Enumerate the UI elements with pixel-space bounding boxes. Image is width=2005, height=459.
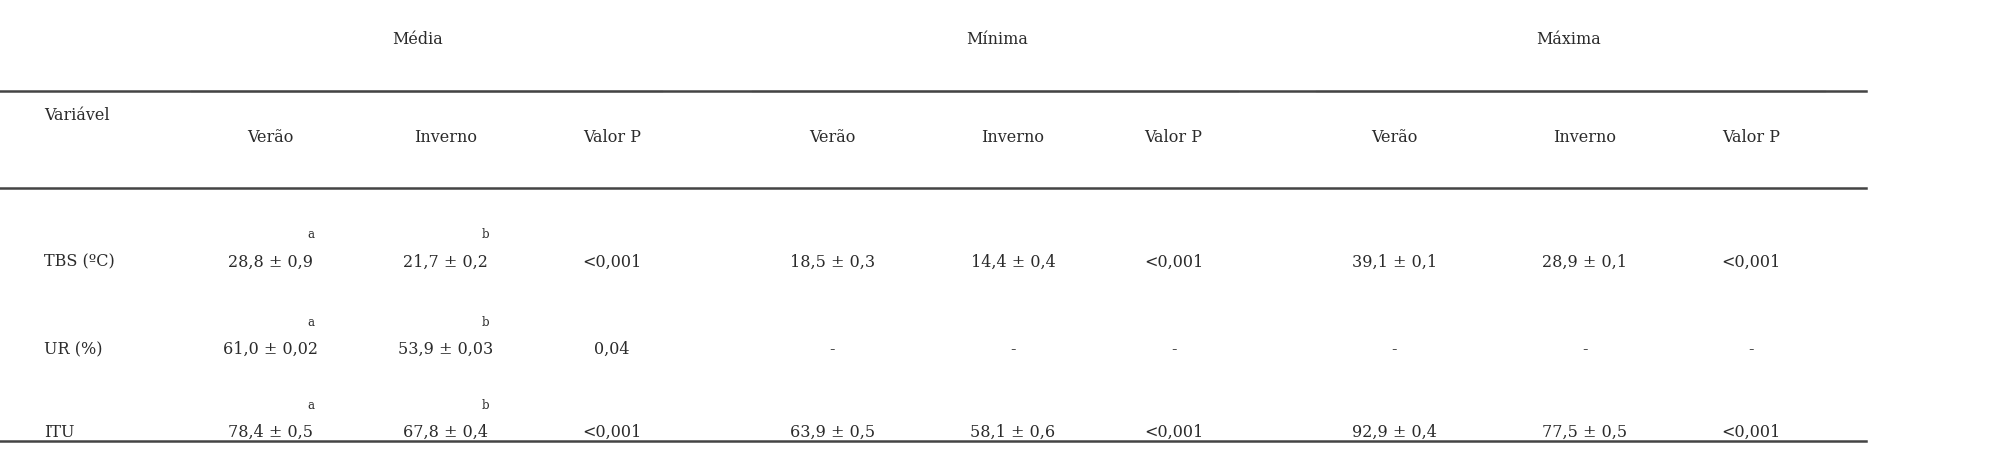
Text: Valor P: Valor P — [583, 129, 640, 146]
Text: 78,4 ± 0,5: 78,4 ± 0,5 — [229, 423, 313, 440]
Text: <0,001: <0,001 — [1720, 253, 1780, 270]
Text: -: - — [1391, 341, 1395, 357]
Text: <0,001: <0,001 — [1720, 423, 1780, 440]
Text: 28,9 ± 0,1: 28,9 ± 0,1 — [1542, 253, 1626, 270]
Text: 21,7 ± 0,2: 21,7 ± 0,2 — [403, 253, 487, 270]
Text: <0,001: <0,001 — [1143, 423, 1203, 440]
Text: <0,001: <0,001 — [581, 423, 642, 440]
Text: 92,9 ± 0,4: 92,9 ± 0,4 — [1351, 423, 1436, 440]
Text: -: - — [1582, 341, 1586, 357]
Text: Variável: Variável — [44, 106, 110, 123]
Text: b: b — [481, 398, 489, 411]
Text: 53,9 ± 0,03: 53,9 ± 0,03 — [397, 341, 493, 357]
Text: 39,1 ± 0,1: 39,1 ± 0,1 — [1351, 253, 1436, 270]
Text: 18,5 ± 0,3: 18,5 ± 0,3 — [790, 253, 874, 270]
Text: <0,001: <0,001 — [581, 253, 642, 270]
Text: Valor P: Valor P — [1722, 129, 1778, 146]
Text: a: a — [307, 315, 313, 328]
Text: Mínima: Mínima — [966, 31, 1027, 48]
Text: Valor P: Valor P — [1145, 129, 1201, 146]
Text: -: - — [1011, 341, 1015, 357]
Text: Máxima: Máxima — [1536, 31, 1600, 48]
Text: Inverno: Inverno — [980, 129, 1045, 146]
Text: a: a — [307, 228, 313, 241]
Text: 63,9 ± 0,5: 63,9 ± 0,5 — [790, 423, 874, 440]
Text: 58,1 ± 0,6: 58,1 ± 0,6 — [970, 423, 1055, 440]
Text: Verão: Verão — [808, 129, 856, 146]
Text: b: b — [481, 228, 489, 241]
Text: 77,5 ± 0,5: 77,5 ± 0,5 — [1542, 423, 1626, 440]
Text: Inverno: Inverno — [1552, 129, 1616, 146]
Text: 0,04: 0,04 — [593, 341, 630, 357]
Text: Verão: Verão — [1369, 129, 1418, 146]
Text: TBS (ºC): TBS (ºC) — [44, 253, 114, 270]
Text: 61,0 ± 0,02: 61,0 ± 0,02 — [223, 341, 319, 357]
Text: ITU: ITU — [44, 423, 74, 440]
Text: 14,4 ± 0,4: 14,4 ± 0,4 — [970, 253, 1055, 270]
Text: b: b — [481, 315, 489, 328]
Text: -: - — [830, 341, 834, 357]
Text: Verão: Verão — [247, 129, 295, 146]
Text: 67,8 ± 0,4: 67,8 ± 0,4 — [403, 423, 487, 440]
Text: UR (%): UR (%) — [44, 341, 102, 357]
Text: a: a — [307, 398, 313, 411]
Text: -: - — [1171, 341, 1175, 357]
Text: -: - — [1748, 341, 1752, 357]
Text: <0,001: <0,001 — [1143, 253, 1203, 270]
Text: 28,8 ± 0,9: 28,8 ± 0,9 — [229, 253, 313, 270]
Text: Média: Média — [391, 31, 443, 48]
Text: Inverno: Inverno — [413, 129, 477, 146]
